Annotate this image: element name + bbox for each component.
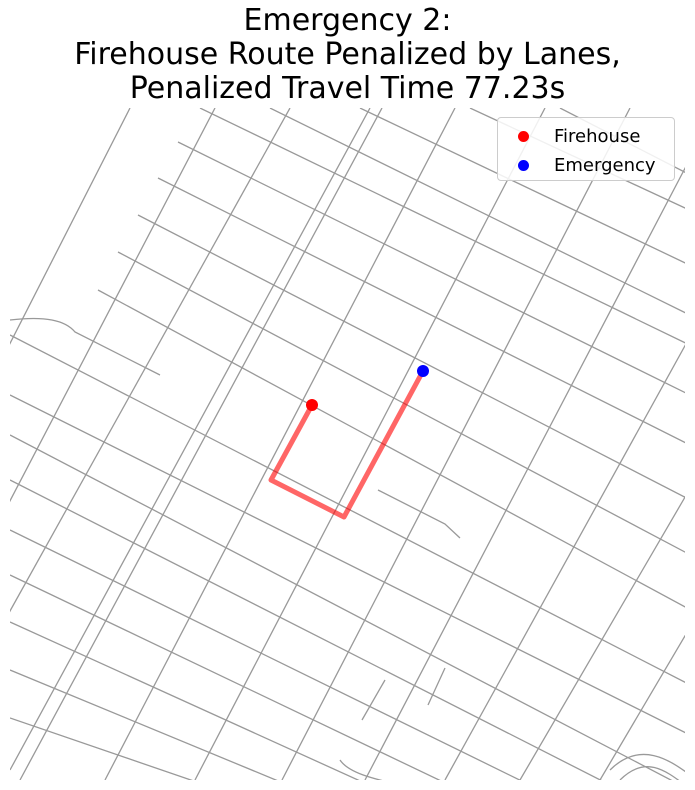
street — [19, 108, 383, 780]
street — [364, 166, 685, 780]
street — [377, 489, 461, 539]
legend-item-emergency: Emergency — [498, 151, 656, 179]
street — [10, 108, 291, 613]
street — [10, 108, 216, 503]
chart-title: Emergency 2: Firehouse Route Penalized b… — [0, 4, 695, 106]
street — [361, 679, 386, 721]
street — [199, 108, 685, 344]
street — [281, 108, 631, 780]
street — [10, 108, 371, 771]
emergency-marker — [417, 365, 429, 377]
street — [619, 765, 680, 780]
street — [359, 108, 685, 264]
title-line-1: Emergency 2: — [243, 3, 452, 38]
legend-label-firehouse: Firehouse — [554, 125, 641, 147]
street — [519, 495, 685, 780]
firehouse-marker — [306, 399, 318, 411]
route-path — [268, 369, 426, 520]
title-line-2: Firehouse Route Penalized by Lanes, — [74, 37, 621, 72]
street — [97, 289, 685, 608]
blue-dot-icon — [518, 159, 529, 171]
street-map — [10, 108, 685, 780]
street — [269, 108, 685, 314]
street — [10, 669, 278, 780]
street — [427, 667, 446, 706]
street — [157, 177, 685, 444]
street — [117, 251, 685, 553]
street — [10, 394, 685, 734]
street-network — [10, 108, 685, 780]
street — [609, 753, 685, 773]
street — [599, 634, 685, 780]
street — [10, 479, 602, 780]
street — [444, 344, 685, 780]
street — [339, 759, 383, 780]
legend-label-emergency: Emergency — [554, 154, 656, 176]
street — [10, 621, 360, 780]
street — [137, 214, 685, 498]
street — [10, 529, 522, 780]
street — [10, 317, 161, 376]
street — [104, 108, 456, 780]
street — [10, 717, 193, 780]
legend-item-firehouse: Firehouse — [498, 122, 640, 150]
street — [10, 434, 673, 780]
street — [10, 574, 441, 780]
title-line-3: Penalized Travel Time 77.23s — [129, 71, 566, 106]
red-dot-icon — [518, 130, 529, 142]
street — [194, 108, 546, 780]
street — [10, 334, 685, 684]
street — [177, 141, 685, 394]
legend: Firehouse Emergency — [497, 117, 675, 181]
street — [10, 108, 131, 345]
